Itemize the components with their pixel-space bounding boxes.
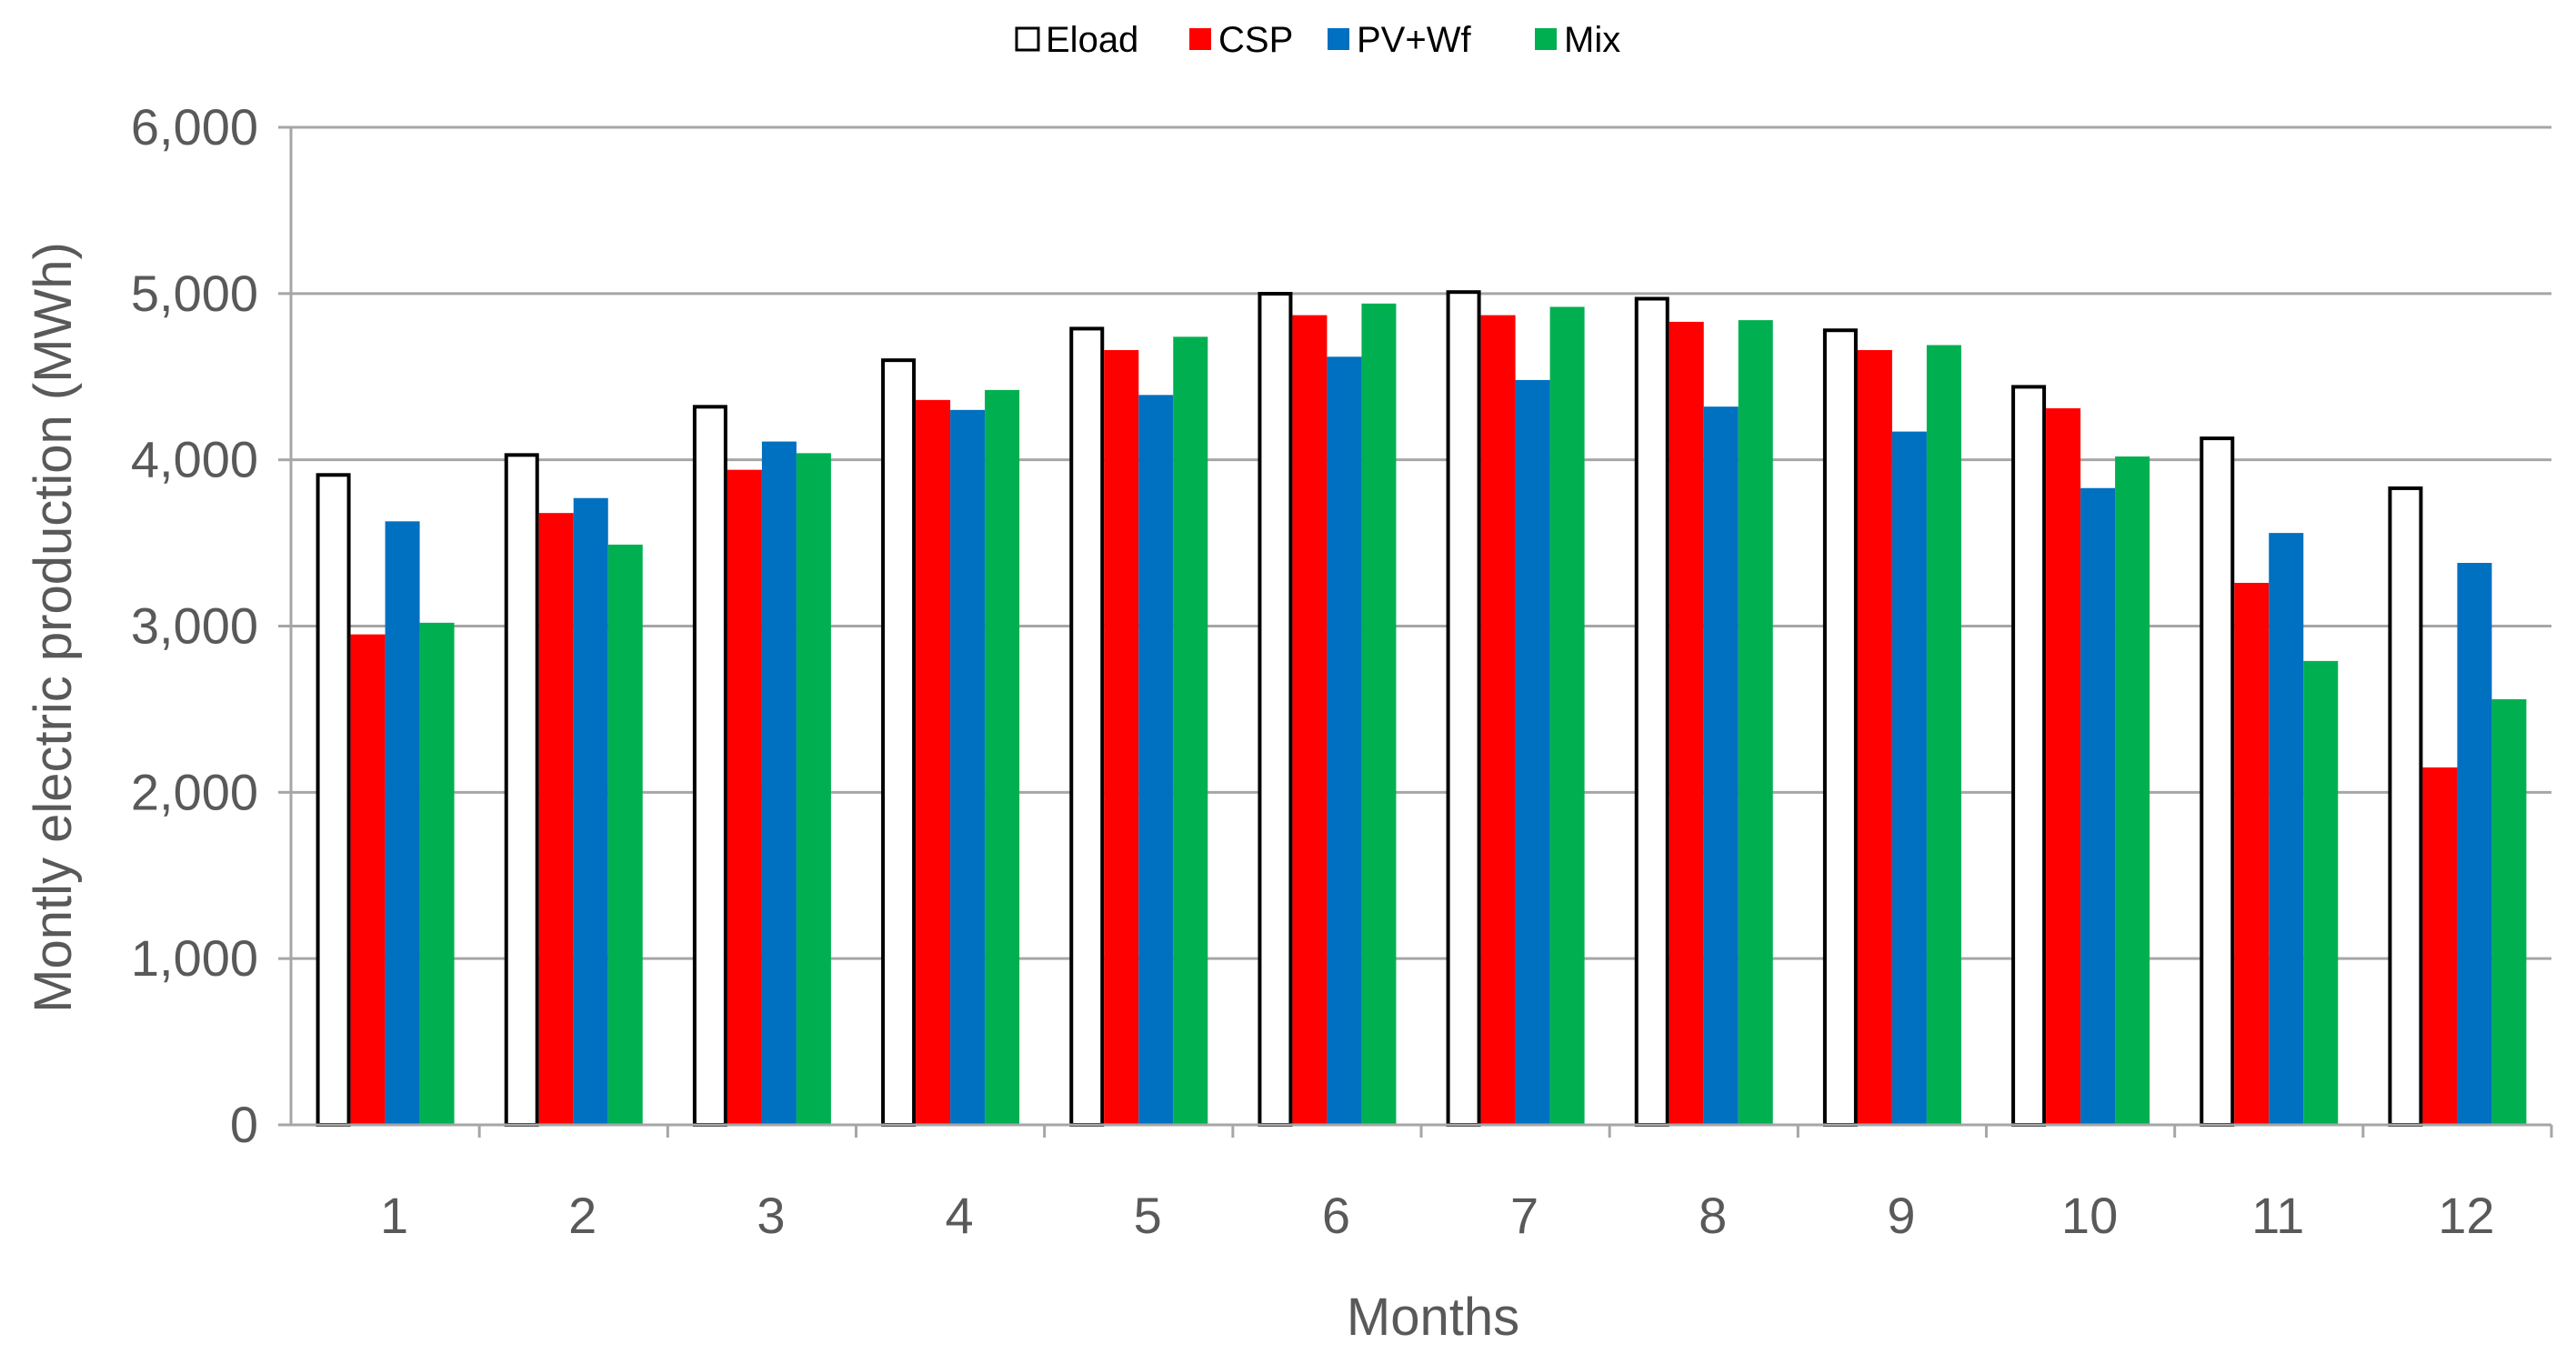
y-tick-label: 6,000 — [131, 98, 258, 155]
bar-pvwf-month-3 — [761, 441, 797, 1125]
bar-pvwf-month-6 — [1327, 356, 1362, 1125]
bar-pvwf-month-11 — [2269, 533, 2304, 1125]
bar-csp-month-3 — [727, 469, 762, 1125]
bar-mix-month-2 — [607, 544, 643, 1125]
bar-pvwf-month-9 — [1891, 431, 1927, 1126]
bar-pvwf-month-7 — [1515, 379, 1550, 1125]
y-tick-label: 0 — [230, 1096, 258, 1153]
legend-swatch — [1189, 28, 1211, 50]
bar-eload-month-6 — [1258, 292, 1293, 1127]
bar-eload-month-3 — [692, 405, 727, 1127]
legend-swatch — [1535, 28, 1557, 50]
bar-mix-month-10 — [2115, 456, 2150, 1125]
bar-eload-month-1 — [316, 473, 351, 1127]
legend-swatch — [1328, 28, 1349, 50]
legend-item-csp: CSP — [1189, 20, 1293, 60]
bar-csp-month-10 — [2046, 407, 2081, 1125]
y-axis-title: Montly electric production (MWh) — [24, 242, 83, 1013]
x-tick-label: 7 — [1510, 1187, 1539, 1244]
y-tick-label: 3,000 — [131, 597, 258, 655]
x-tick-label: 4 — [946, 1187, 974, 1244]
x-tick-label: 8 — [1699, 1187, 1727, 1244]
legend-label: CSP — [1218, 20, 1293, 60]
bar-csp-month-2 — [538, 513, 574, 1125]
gridlines — [291, 125, 2551, 960]
bar-eload-month-7 — [1446, 290, 1481, 1127]
axes — [278, 125, 2553, 1138]
y-tick-label: 2,000 — [131, 763, 258, 820]
bar-eload-month-9 — [1822, 328, 1858, 1127]
y-tick-labels: 0 1,000 2,000 3,000 4,000 5,000 6,000 — [131, 98, 258, 1153]
bar-csp-month-9 — [1857, 349, 1892, 1125]
bar-eload-month-5 — [1069, 326, 1105, 1127]
bar-pvwf-month-5 — [1138, 395, 1174, 1125]
bar-mix-month-11 — [2303, 660, 2339, 1125]
bar-eload-month-10 — [2011, 385, 2047, 1127]
x-tick-label: 10 — [2061, 1187, 2118, 1244]
bar-mix-month-4 — [985, 389, 1020, 1125]
legend-item-mix: Mix — [1535, 20, 1620, 60]
bar-pvwf-month-10 — [2080, 487, 2116, 1125]
x-tick-label: 9 — [1887, 1187, 1915, 1244]
x-tick-label: 12 — [2438, 1187, 2494, 1244]
bar-eload-month-4 — [881, 358, 917, 1128]
bar-pvwf-month-1 — [385, 521, 420, 1125]
y-tick-label: 5,000 — [131, 265, 258, 322]
bar-csp-month-12 — [2422, 767, 2458, 1125]
bar-pvwf-month-8 — [1703, 406, 1739, 1125]
legend-item-eload: Eload — [1015, 20, 1138, 60]
x-axis-title: Months — [1347, 1288, 1519, 1347]
bar-csp-month-8 — [1669, 321, 1704, 1125]
bar-eload-month-8 — [1634, 296, 1669, 1127]
bar-csp-month-5 — [1104, 349, 1139, 1125]
bar-mix-month-1 — [419, 622, 455, 1125]
bar-csp-month-1 — [350, 634, 386, 1125]
bar-eload-month-11 — [2200, 436, 2235, 1127]
bar-csp-month-7 — [1480, 315, 1516, 1125]
bar-csp-month-6 — [1292, 315, 1328, 1125]
legend-label: Eload — [1046, 20, 1138, 60]
bar-mix-month-8 — [1738, 320, 1773, 1125]
bar-pvwf-month-12 — [2457, 563, 2492, 1125]
bars — [316, 290, 2527, 1128]
bar-csp-month-4 — [916, 399, 951, 1125]
bar-csp-month-11 — [2234, 582, 2270, 1125]
x-tick-label: 5 — [1134, 1187, 1162, 1244]
bar-mix-month-12 — [2491, 698, 2527, 1125]
x-tick-label: 2 — [568, 1187, 596, 1244]
bar-mix-month-7 — [1549, 306, 1585, 1126]
bar-mix-month-6 — [1361, 303, 1397, 1125]
legend: Eload CSP PV+Wf Mix — [1015, 20, 1620, 60]
bar-eload-month-12 — [2388, 486, 2423, 1127]
x-tick-labels: 1 2 3 4 5 6 7 8 9 10 11 12 — [380, 1187, 2495, 1244]
y-tick-label: 4,000 — [131, 431, 258, 488]
legend-item-pvwf: PV+Wf — [1328, 20, 1471, 60]
bar-mix-month-9 — [1926, 345, 1961, 1125]
bar-pvwf-month-2 — [573, 497, 608, 1125]
x-tick-label: 11 — [2251, 1187, 2304, 1244]
legend-label: PV+Wf — [1357, 20, 1471, 60]
bar-mix-month-3 — [796, 453, 831, 1125]
x-tick-label: 3 — [757, 1187, 785, 1244]
x-tick-label: 1 — [380, 1187, 408, 1244]
y-tick-label: 1,000 — [131, 929, 258, 987]
bar-eload-month-2 — [504, 453, 539, 1127]
legend-swatch — [1015, 26, 1040, 52]
bar-mix-month-5 — [1173, 336, 1208, 1125]
x-tick-label: 6 — [1322, 1187, 1350, 1244]
bar-pvwf-month-4 — [950, 409, 986, 1126]
legend-label: Mix — [1564, 20, 1620, 60]
